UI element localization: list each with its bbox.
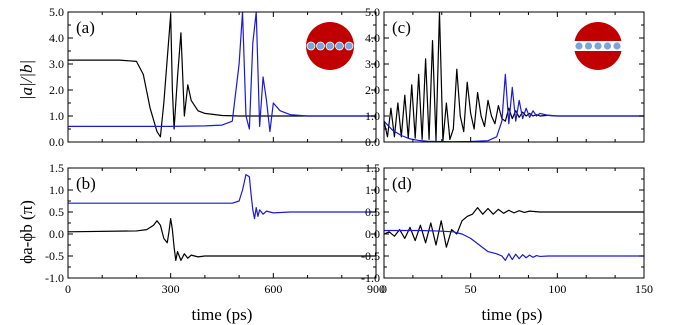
x-tick-label: 100 <box>548 282 566 296</box>
y-tick-label: 1.0 <box>49 183 64 197</box>
y-tick-label: 0.0 <box>365 227 380 241</box>
inset-disk-icon <box>574 22 622 70</box>
x-tick-label: 600 <box>264 282 282 296</box>
y-tick-label: 4.0 <box>365 31 380 45</box>
series-line-1 <box>384 12 644 142</box>
series-line-2 <box>384 229 644 261</box>
panel-label: (b) <box>76 174 96 193</box>
y-tick-label: 4.0 <box>49 31 64 45</box>
series-line-2 <box>68 218 376 261</box>
chart-panel-1: 0.0 1.0 2.0 3.0 4.0 5.0 (a) <box>49 5 377 149</box>
plot-frame <box>67 167 377 279</box>
series-line-1 <box>68 14 376 138</box>
chart-panel-2: 0.0 1.0 2.0 3.0 4.0 5.0 (c) <box>365 5 645 149</box>
x-tick-label: 0 <box>381 282 387 296</box>
x-axis-label-right: time (ps) <box>482 305 543 324</box>
y-tick-label: 1.0 <box>49 109 64 123</box>
y-tick-label: 1.0 <box>365 109 380 123</box>
y-tick-label: 5.0 <box>49 5 64 19</box>
panel-label: (c) <box>392 18 411 37</box>
x-axis-label-left: time (ps) <box>192 305 253 324</box>
y-tick-label: 0.0 <box>49 135 64 149</box>
series-line-1 <box>384 207 644 248</box>
y-axis-label-bottom-text: ϕa-ϕb (π) <box>17 200 36 264</box>
plot-frame <box>383 167 645 279</box>
y-tick-label: 2.0 <box>49 83 64 97</box>
y-tick-label: 0.0 <box>365 135 380 149</box>
y-tick-label: -0.5 <box>361 249 380 263</box>
inset-disk-icon <box>306 22 354 70</box>
chart-panel-4: -1.0 -0.5 0.0 0.5 1.0 1.5 0 50 100 150 (d) <box>361 161 653 296</box>
y-tick-label: -1.0 <box>361 271 380 285</box>
chart-panel-3: -1.0 -0.5 0.0 0.5 1.0 1.5 0 300 600 900 (b) <box>45 161 385 296</box>
x-tick-label: 300 <box>162 282 180 296</box>
panels: 0.0 1.0 2.0 3.0 4.0 5.0 (a) 0.0 1.0 2.0 3.0 4.0 5.0 (… <box>45 5 653 296</box>
y-tick-label: 1.5 <box>49 161 64 175</box>
panel-label: (d) <box>392 174 412 193</box>
series-line-1 <box>68 174 376 220</box>
y-tick-label: 1.0 <box>365 183 380 197</box>
x-tick-label: 900 <box>367 282 385 296</box>
y-axis-label-top-text: |a|/|b| <box>17 60 36 100</box>
y-tick-label: 3.0 <box>365 57 380 71</box>
series-line-2 <box>384 73 644 142</box>
x-tick-label: 50 <box>465 282 477 296</box>
y-tick-label: 3.0 <box>49 57 64 71</box>
x-tick-label: 150 <box>635 282 653 296</box>
y-axis-label-bottom: ϕa-ϕb (π) <box>17 200 36 264</box>
series-line-2 <box>68 12 376 133</box>
y-tick-label: -0.5 <box>45 249 64 263</box>
x-tick-label: 0 <box>65 282 71 296</box>
y-tick-label: 0.5 <box>49 205 64 219</box>
y-tick-label: 0.5 <box>365 205 380 219</box>
y-tick-label: 2.0 <box>365 83 380 97</box>
y-axis-label-top: |a|/|b| <box>17 60 36 100</box>
y-tick-label: -1.0 <box>45 271 64 285</box>
panel-label: (a) <box>76 18 95 37</box>
y-tick-label: 0.0 <box>49 227 64 241</box>
y-tick-label: 5.0 <box>365 5 380 19</box>
y-tick-label: 1.5 <box>365 161 380 175</box>
